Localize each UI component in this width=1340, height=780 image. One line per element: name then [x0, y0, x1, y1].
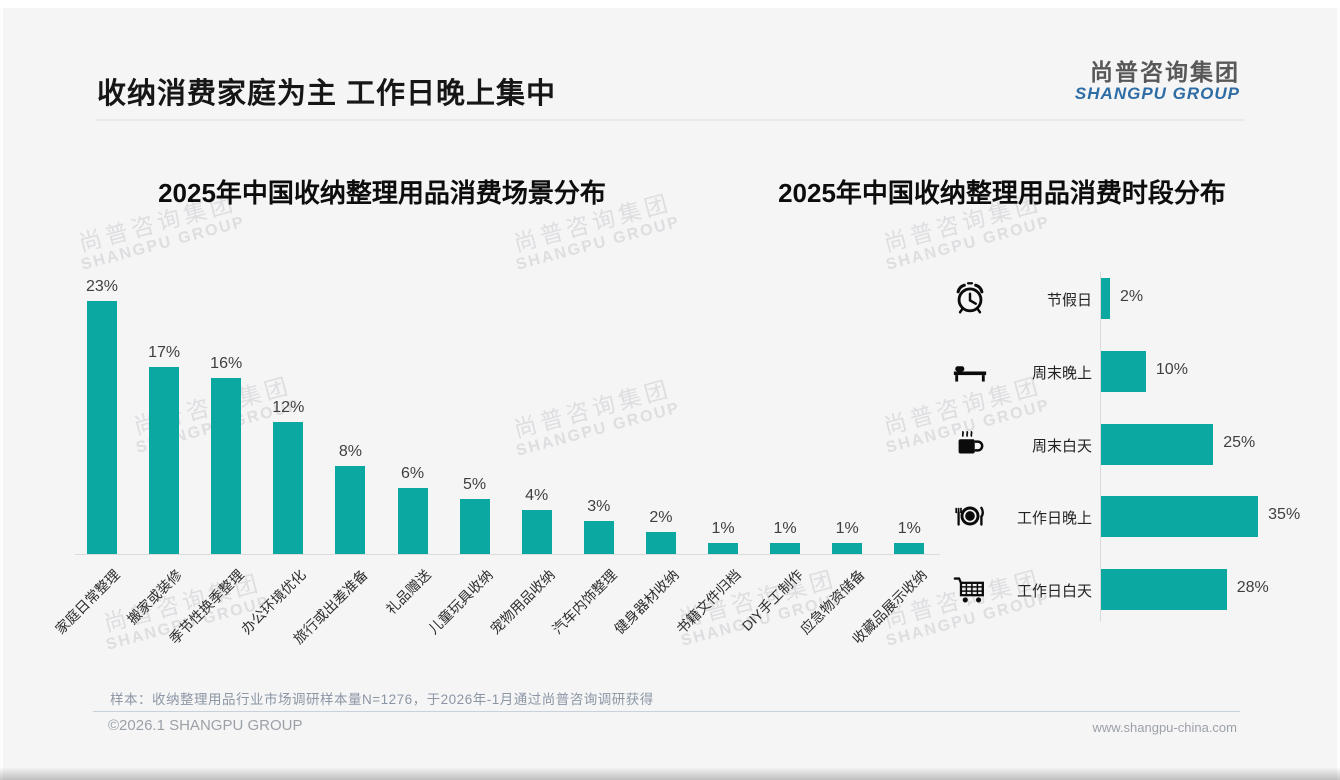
page-title: 收纳消费家庭为主 工作日晚上集中 [97, 78, 557, 110]
sample-note: 样本：收纳整理用品行业市场调研样本量N=1276，于2026年-1月通过尚普咨询… [110, 692, 654, 707]
watermark-en-text: SHANGPU GROUP [79, 213, 248, 275]
time-bar-value: 10% [1155, 360, 1188, 378]
slide-left-edge [0, 0, 3, 780]
time-bar-value: 35% [1268, 506, 1301, 524]
scene-bar-value: 16% [210, 355, 243, 372]
slide-top-edge [0, 0, 1340, 8]
scene-category-label: 家庭日常整理 [52, 566, 123, 638]
scene-bar-value: 12% [272, 399, 305, 416]
scene-bar [708, 543, 738, 554]
time-bar [1101, 350, 1146, 392]
scene-bar-value: 8% [338, 443, 362, 460]
footer-divider [93, 711, 1240, 712]
logo-cn-text: 尚普咨询集团 [1090, 59, 1240, 85]
scene-bar-value: 3% [587, 498, 611, 515]
time-category-label: 节假日 [1046, 292, 1092, 309]
time-bar [1101, 496, 1259, 538]
time-category-label: 工作日晚上 [1016, 510, 1092, 528]
header-divider [95, 119, 1245, 121]
time-bar [1101, 569, 1227, 611]
cart-icon-box [948, 567, 992, 611]
time-chart-title: 2025年中国收纳整理用品消费时段分布 [778, 178, 1226, 208]
scene-category-label: 健身器材收纳 [610, 566, 682, 638]
scene-category-label: 汽车内饰整理 [548, 566, 620, 638]
scene-bar [894, 543, 925, 554]
scene-bar [397, 488, 428, 554]
scene-bar [149, 367, 180, 554]
alarm-clock-icon [956, 282, 984, 314]
scene-bar [87, 301, 117, 554]
scene-bar [583, 521, 614, 554]
scene-bar-value: 1% [773, 520, 797, 537]
time-bar [1101, 423, 1214, 465]
scene-bar-value: 1% [711, 520, 735, 537]
scene-bar-value: 1% [897, 520, 921, 537]
scene-bar-value: 17% [148, 344, 181, 361]
shopping-cart-icon [953, 577, 984, 603]
copyright-text: ©2026.1 SHANGPU GROUP [108, 717, 303, 734]
scene-bar [770, 543, 801, 554]
time-chart-y-axis [1100, 272, 1101, 622]
scene-bar-value: 5% [463, 476, 487, 493]
slide-bottom-shadow [0, 767, 1340, 780]
time-bar-value: 28% [1236, 579, 1269, 597]
time-bar-value: 25% [1223, 433, 1256, 451]
scene-bar [521, 510, 552, 554]
watermark-en-text: SHANGPU GROUP [884, 213, 1053, 275]
coffee-cup-icon [958, 430, 984, 454]
alarm-clock-icon-box [948, 276, 992, 320]
time-category-label: 工作日白天 [1016, 583, 1092, 601]
scene-bar-value: 4% [525, 487, 549, 504]
bed-icon-box [948, 349, 992, 393]
scene-bar [273, 422, 304, 554]
logo-en-text: SHANGPU GROUP [1074, 84, 1240, 104]
watermark-en-text: SHANGPU GROUP [514, 213, 683, 275]
scene-category-label: 儿童玩具收纳 [424, 566, 496, 638]
time-category-label: 周末晚上 [1031, 364, 1092, 382]
logo: 尚普咨询集团 SHANGPU GROUP [1074, 59, 1240, 104]
coffee-icon-box [948, 422, 992, 466]
dining-icon-box [948, 494, 992, 538]
scene-category-label: 宠物用品收纳 [486, 566, 558, 638]
scene-bar [645, 532, 676, 554]
scene-category-label: 书籍文件归档 [673, 566, 744, 638]
scene-bar [211, 378, 242, 554]
scene-chart-x-axis [75, 554, 940, 555]
dining-plate-icon [955, 506, 984, 527]
scene-category-label: 搬家或装修 [124, 566, 185, 628]
bed-icon [953, 366, 987, 382]
scene-chart-title: 2025年中国收纳整理用品消费场景分布 [158, 178, 606, 208]
scene-bar [335, 466, 366, 554]
slide-right-edge [1337, 0, 1340, 780]
scene-category-label: 礼品赠送 [382, 566, 434, 618]
time-bar [1101, 278, 1110, 319]
time-bar-value: 2% [1119, 288, 1144, 305]
scene-bar-value: 1% [835, 520, 859, 537]
scene-bar [459, 499, 490, 554]
scene-distribution-chart: 23% 17% 16% 12% 8% 6% 5% 4% 3% 2% 1% 1% 1% 1% [75, 278, 940, 555]
scene-bar-value: 23% [85, 278, 119, 295]
website-url: www.shangpu-china.com [1092, 720, 1237, 735]
scene-bar-value: 2% [649, 509, 673, 526]
scene-bar-value: 6% [400, 465, 425, 482]
time-category-label: 周末白天 [1031, 437, 1092, 455]
scene-bar [832, 543, 863, 554]
